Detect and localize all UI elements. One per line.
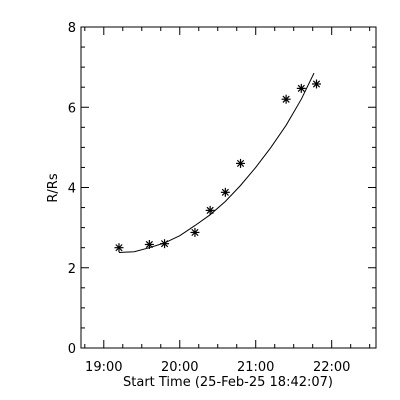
data-point-asterisk: [190, 227, 200, 237]
y-axis-label: R/Rs: [46, 173, 61, 202]
y-tick-label: 2: [68, 262, 76, 277]
data-point-asterisk: [281, 94, 291, 104]
data-point-asterisk: [114, 243, 124, 253]
data-point-asterisk: [220, 187, 230, 197]
y-tick-label: 6: [68, 101, 76, 116]
x-tick-label: 19:00: [85, 360, 122, 375]
data-point-asterisk: [160, 239, 170, 249]
data-point-asterisk: [236, 158, 246, 168]
data-points: [114, 79, 321, 253]
tick-marks: [81, 26, 376, 349]
data-point-asterisk: [205, 205, 215, 215]
plot-frame-group: [80, 26, 377, 349]
y-tick-label: 8: [68, 21, 76, 36]
data-point-asterisk: [296, 83, 306, 93]
data-point-asterisk: [144, 239, 154, 249]
plot-frame: [80, 26, 377, 349]
x-tick-label: 22:00: [313, 360, 350, 375]
x-tick-label: 20:00: [161, 360, 198, 375]
data-point-asterisk: [311, 79, 321, 89]
x-tick-label: 21:00: [237, 360, 274, 375]
tick-labels: 19:00 20:00 21:00 22:00 0 2 4 6 8: [68, 21, 351, 375]
y-tick-label: 4: [68, 182, 76, 197]
x-axis-label: Start Time (25-Feb-25 18:42:07): [123, 375, 333, 390]
y-tick-label: 0: [68, 342, 76, 357]
